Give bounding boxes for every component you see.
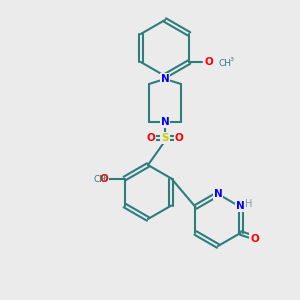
Text: 3: 3 [229, 57, 233, 62]
Text: O: O [147, 133, 155, 143]
Text: CH: CH [94, 175, 106, 184]
Text: O: O [250, 234, 259, 244]
Text: S: S [161, 133, 169, 143]
Text: N: N [236, 201, 245, 211]
Text: H: H [245, 199, 252, 209]
Text: CH: CH [218, 58, 231, 68]
Text: O: O [175, 133, 183, 143]
Text: O: O [99, 173, 108, 184]
Text: N: N [214, 189, 222, 199]
Text: N: N [160, 117, 169, 127]
Text: 3: 3 [103, 173, 108, 178]
Text: O: O [205, 57, 214, 67]
Text: N: N [160, 74, 169, 84]
